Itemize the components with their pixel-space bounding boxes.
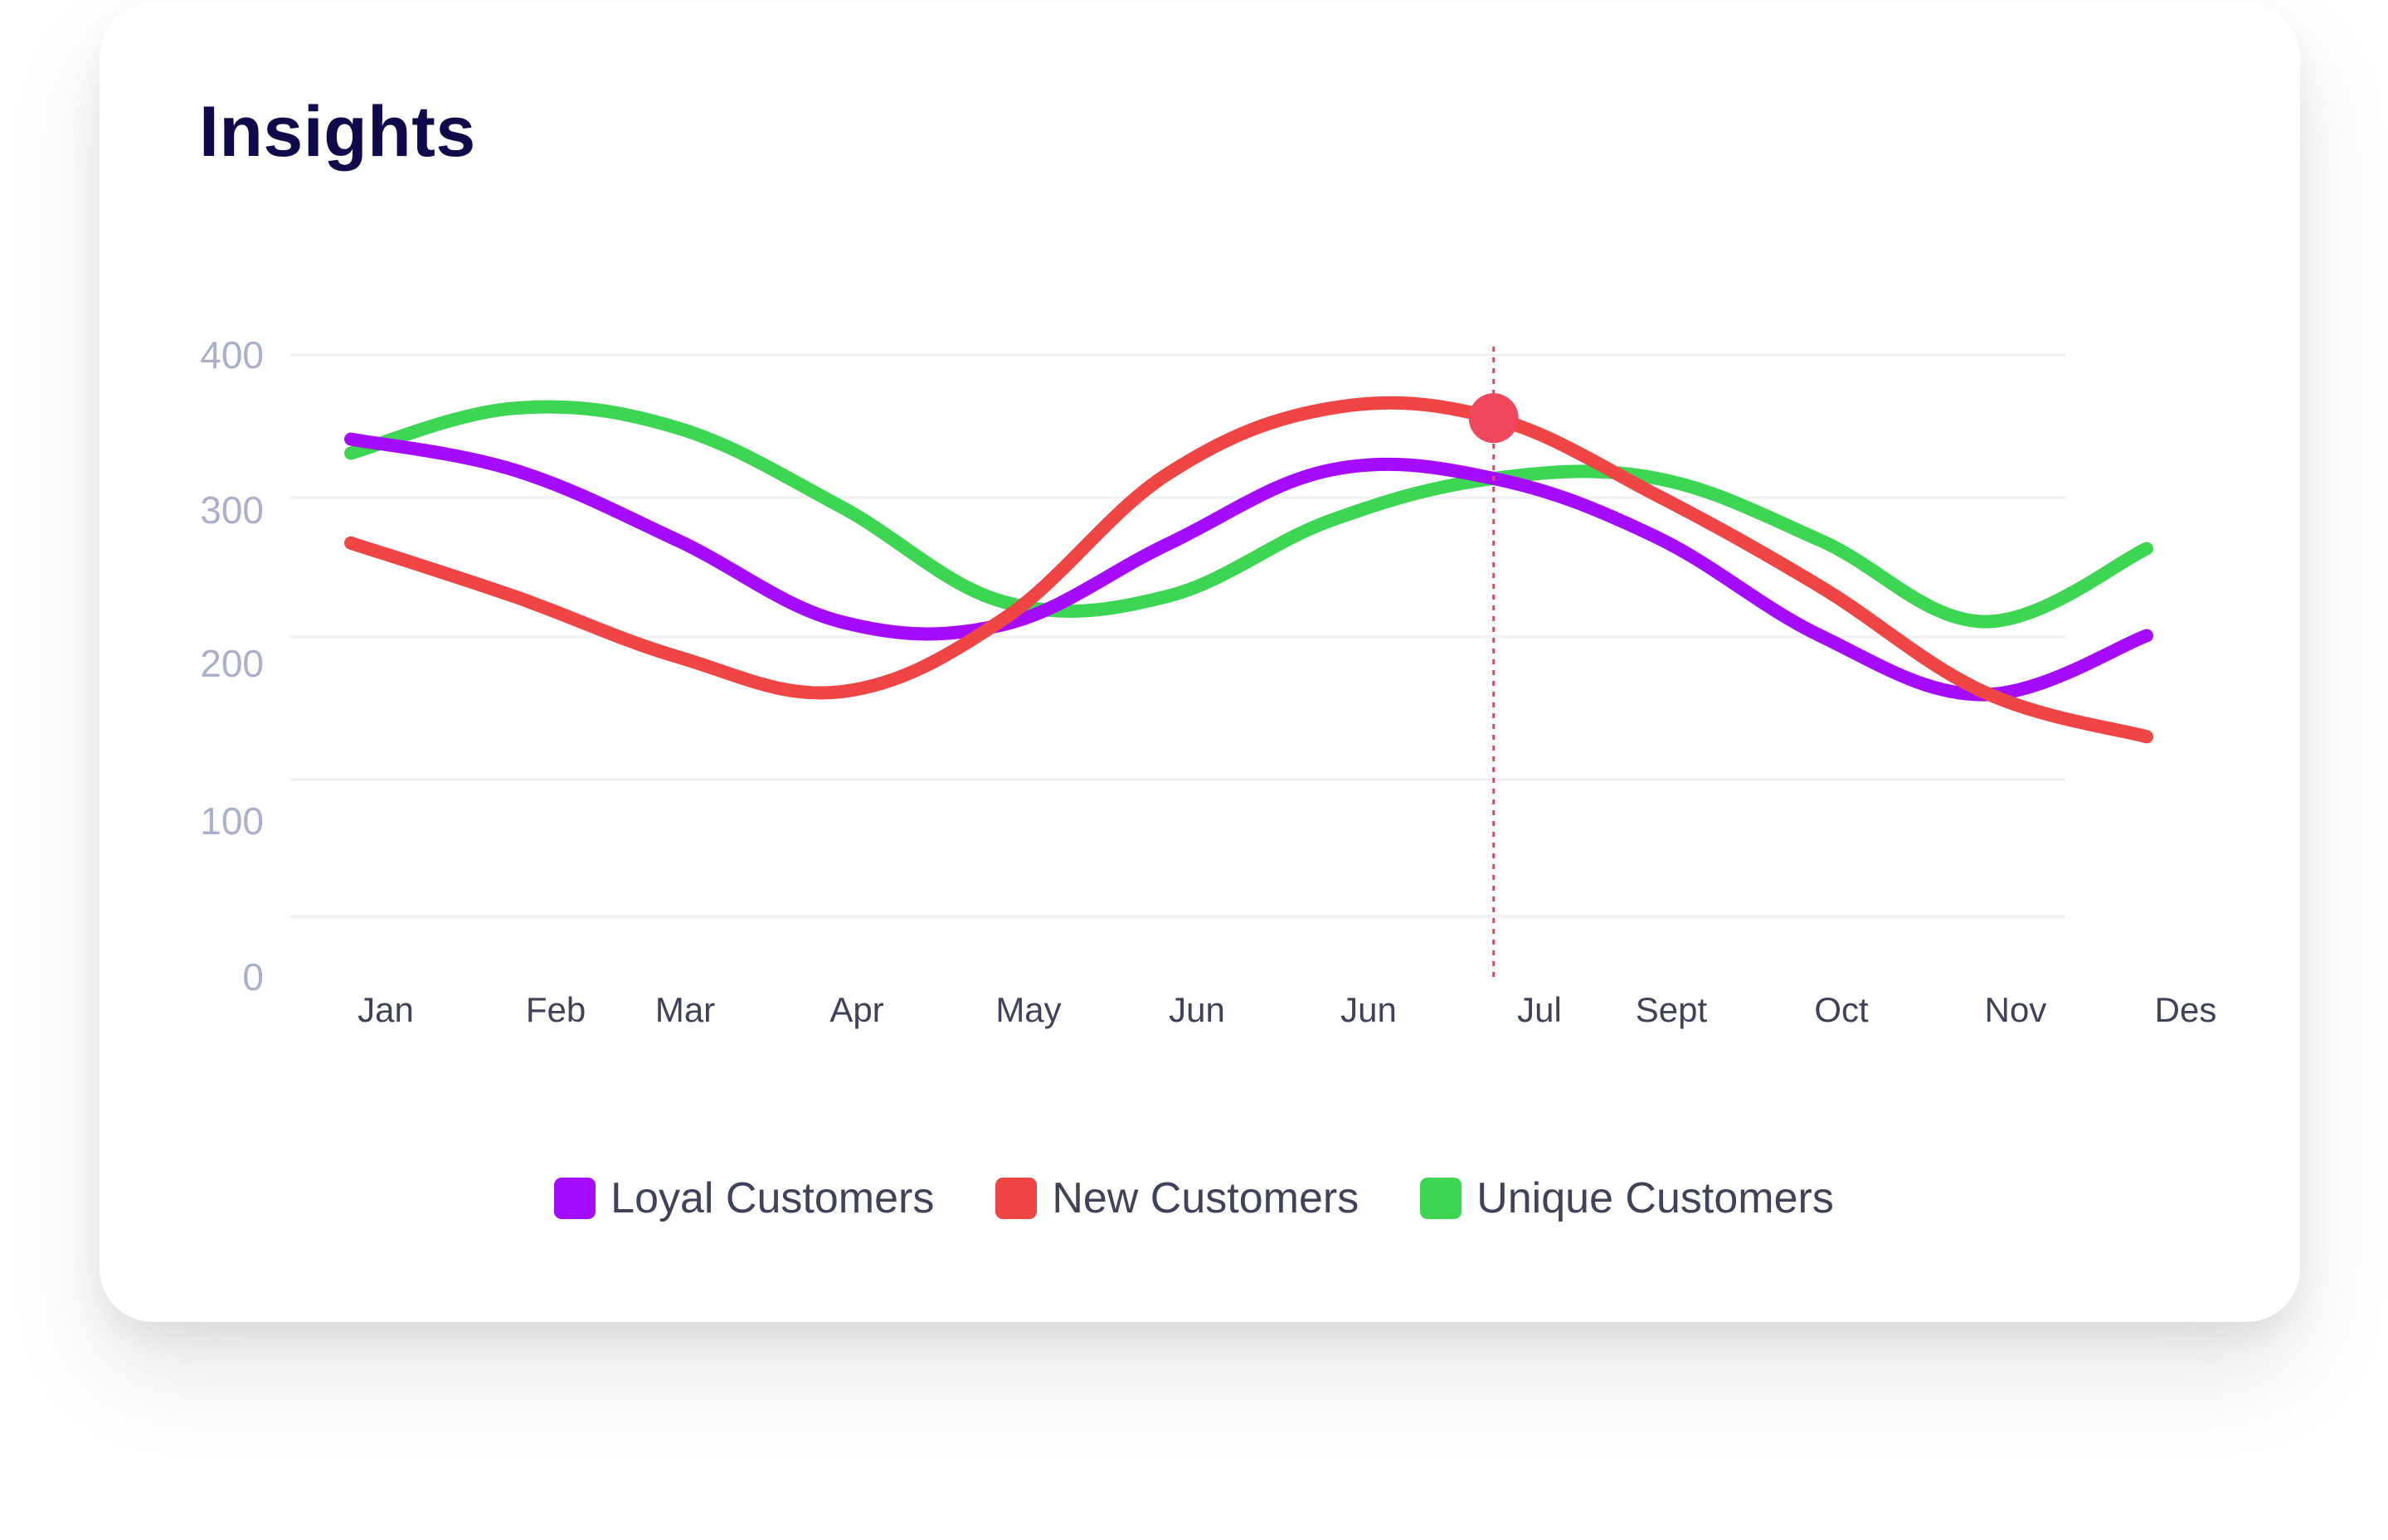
legend-swatch-loyal bbox=[554, 1178, 596, 1219]
legend-label-new: New Customers bbox=[1052, 1174, 1359, 1222]
legend-label-loyal: Loyal Customers bbox=[610, 1174, 935, 1222]
series-line-unique-customers bbox=[344, 400, 2153, 629]
x-tick-label: Nov bbox=[1985, 990, 2047, 1029]
page-title: Insights bbox=[199, 92, 476, 172]
legend-label-unique: Unique Customers bbox=[1476, 1174, 1834, 1222]
chart-grid bbox=[290, 353, 2065, 918]
x-tick-label: Sept bbox=[1636, 990, 1708, 1029]
x-tick-label: Apr bbox=[829, 990, 883, 1029]
x-tick-label: Des bbox=[2155, 990, 2217, 1029]
legend-swatch-new bbox=[995, 1178, 1038, 1219]
chart-series bbox=[344, 396, 2153, 744]
series-line-loyal-customers bbox=[344, 432, 2153, 702]
x-tick-label: Mar bbox=[655, 990, 715, 1029]
series-line-new-customers bbox=[344, 396, 2153, 744]
legend-item-loyal-customers[interactable]: Loyal Customers bbox=[554, 1173, 934, 1223]
y-tick-label: 300 bbox=[200, 488, 264, 532]
chart-legend: Loyal Customers New Customers Unique Cus… bbox=[0, 1173, 2388, 1223]
x-tick-label: Oct bbox=[1814, 990, 1869, 1029]
y-tick-label: 100 bbox=[200, 799, 264, 843]
x-tick-label: Feb bbox=[526, 990, 586, 1029]
y-axis-ticks: 400 300 200 100 0 bbox=[200, 333, 264, 998]
x-tick-label: Jun bbox=[1169, 990, 1225, 1029]
legend-item-new-customers[interactable]: New Customers bbox=[995, 1173, 1359, 1223]
legend-swatch-unique bbox=[1420, 1178, 1462, 1219]
chart-highlight bbox=[1468, 347, 1519, 983]
y-tick-label: 0 bbox=[242, 955, 264, 998]
y-tick-label: 200 bbox=[200, 642, 264, 685]
highlight-point[interactable] bbox=[1468, 393, 1519, 444]
x-tick-label: May bbox=[995, 990, 1061, 1029]
x-tick-label: Jul bbox=[1517, 990, 1562, 1029]
y-tick-label: 400 bbox=[200, 333, 264, 376]
legend-item-unique-customers[interactable]: Unique Customers bbox=[1420, 1173, 1834, 1223]
x-tick-label: Jan bbox=[357, 990, 414, 1029]
x-tick-label: Jun bbox=[1340, 990, 1397, 1029]
x-axis-ticks: Jan Feb Mar Apr May Jun Jun Jul Sept Oct Nov Des bbox=[357, 990, 2216, 1029]
